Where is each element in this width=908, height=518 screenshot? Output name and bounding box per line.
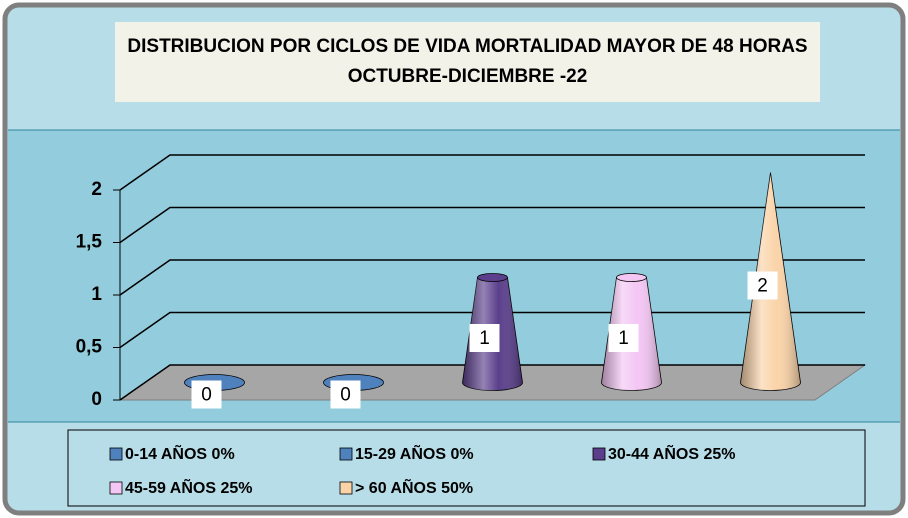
legend-swatch xyxy=(339,447,353,461)
legend-swatch xyxy=(592,447,606,461)
grid-line xyxy=(119,206,865,244)
data-label: 0 xyxy=(201,385,212,406)
grid-line xyxy=(119,154,865,191)
cone-top xyxy=(616,273,647,282)
cone-top xyxy=(477,273,508,282)
y-tick-label: 1,5 xyxy=(76,232,103,253)
legend-label: 30-44 AÑOS 25% xyxy=(608,443,735,463)
legend-label: 15-29 AÑOS 0% xyxy=(355,443,474,463)
legend-label: 0-14 AÑOS 0% xyxy=(125,443,235,463)
data-label-box xyxy=(191,380,222,409)
legend-swatch xyxy=(339,481,353,495)
legend-swatch xyxy=(109,481,123,495)
legend-label: 45-59 AÑOS 25% xyxy=(125,477,252,497)
data-label-box xyxy=(330,380,361,409)
legend-label: > 60 AÑOS 50% xyxy=(355,477,473,497)
grid-line xyxy=(119,259,865,296)
data-label: 1 xyxy=(479,328,490,349)
y-tick-label: 2 xyxy=(91,179,102,200)
legend-swatch xyxy=(109,447,123,461)
data-label-box xyxy=(469,324,500,352)
y-tick-label: 1 xyxy=(91,284,102,305)
data-label: 0 xyxy=(340,385,351,406)
data-label: 1 xyxy=(618,328,629,349)
legend xyxy=(67,429,866,507)
data-label: 2 xyxy=(757,276,768,297)
marks: 0 0 1 1 2 xyxy=(184,172,801,409)
data-label-box xyxy=(608,324,639,352)
data-label-box xyxy=(747,271,778,300)
y-tick-label: 0,5 xyxy=(76,337,103,358)
chart-title: DISTRIBUCION POR CICLOS DE VIDA MORTALID… xyxy=(115,22,820,102)
y-tick-label: 0 xyxy=(91,389,102,410)
